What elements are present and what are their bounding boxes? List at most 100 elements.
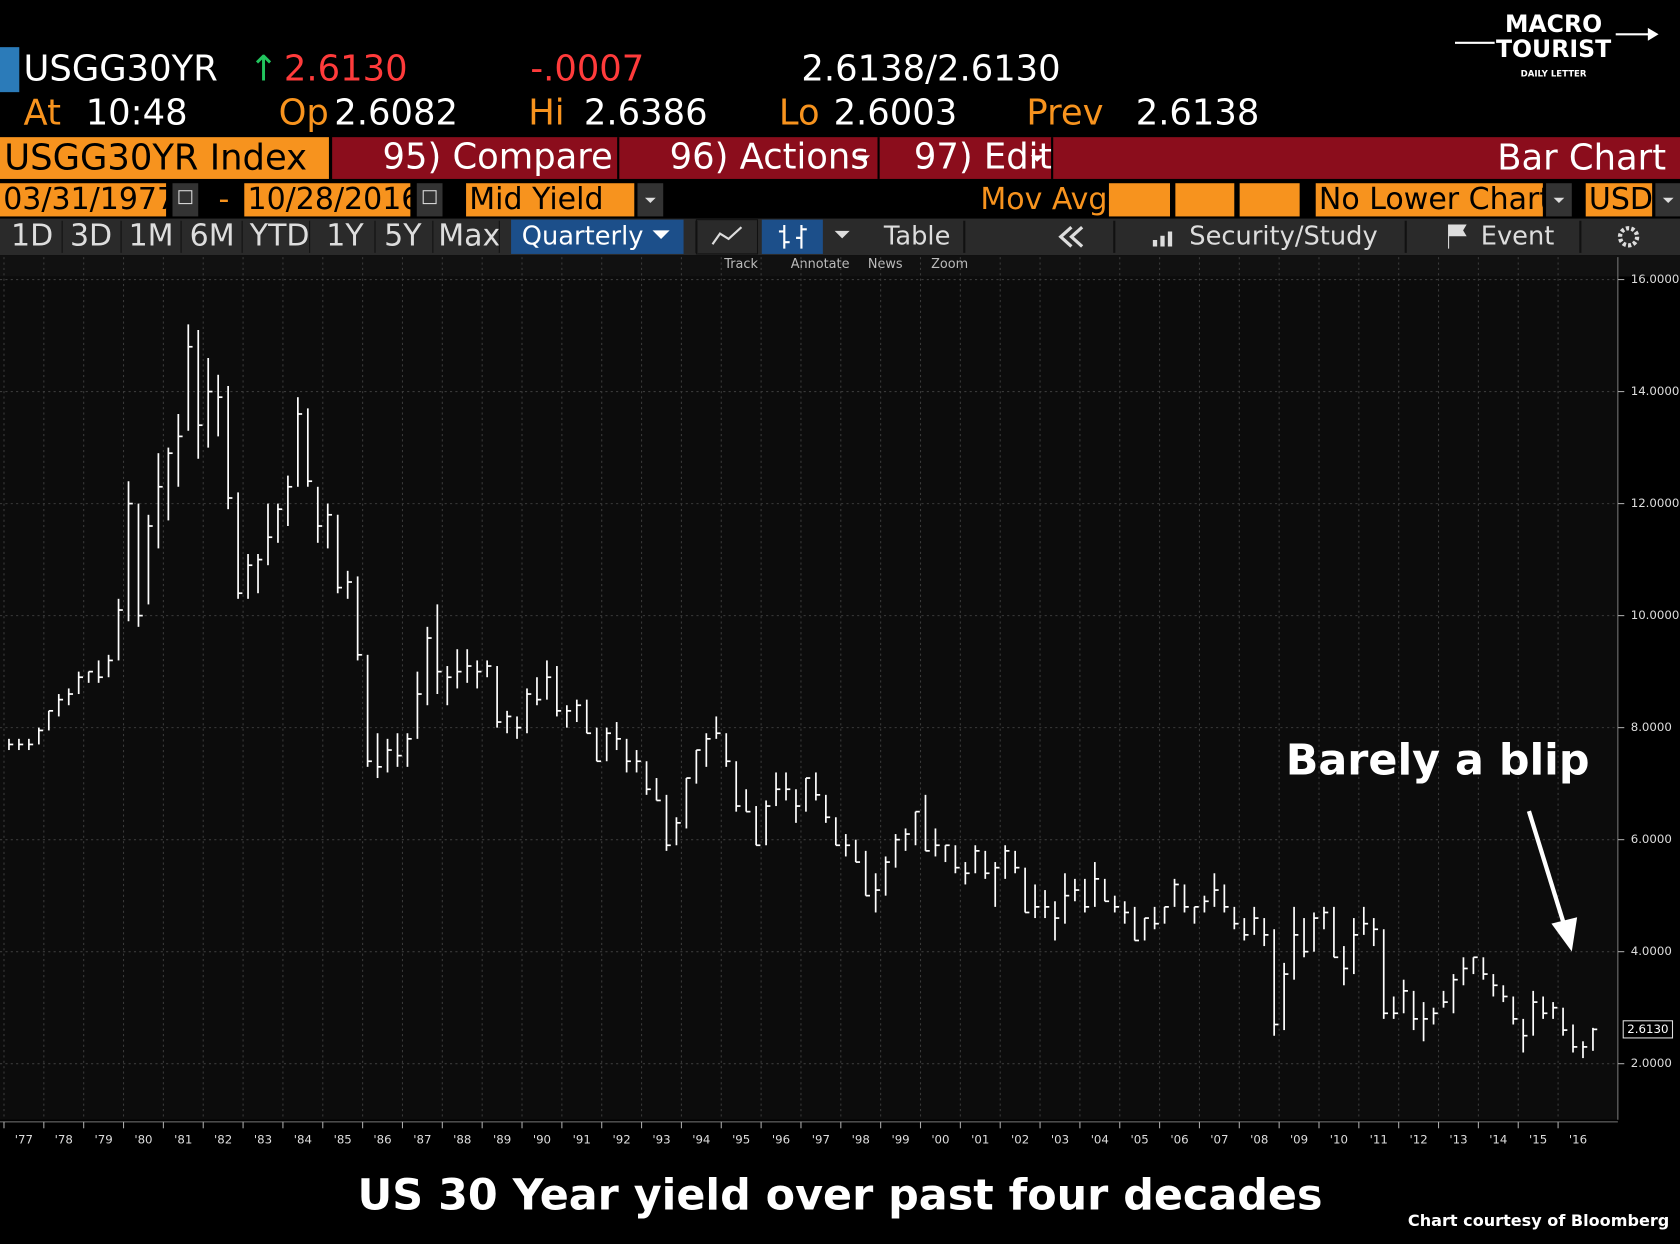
menu-item[interactable]: 95) Compare [383, 137, 613, 178]
field-text: No Lower Chart [1319, 182, 1551, 217]
mov-avg: Mov Avg [980, 182, 1107, 217]
menu-item[interactable]: 97) Edit [914, 137, 1053, 178]
x-tick-label: '89 [493, 1133, 511, 1147]
dropdown-box[interactable] [172, 183, 199, 217]
security-study[interactable]: Security/Study [1189, 221, 1377, 251]
x-axis-band [0, 1119, 1680, 1152]
last-price-label: 2.6130 [1627, 1022, 1668, 1036]
x-tick-label: '83 [254, 1133, 272, 1147]
quote-value: 2.6386 [584, 93, 708, 134]
field-box[interactable] [1585, 183, 1653, 217]
quote-value: 2.6138 [1136, 93, 1260, 134]
logo-line: MACRO [1505, 10, 1602, 38]
settings-icon[interactable] [1617, 226, 1640, 248]
quote-label: At [24, 93, 62, 134]
bar-icon-box[interactable] [761, 219, 823, 254]
tool-button[interactable]: News [868, 257, 903, 272]
x-tick-label: '84 [294, 1133, 312, 1147]
period-button[interactable]: Max [438, 218, 500, 253]
x-tick-label: '85 [334, 1133, 352, 1147]
ticker: USGG30YR [24, 49, 218, 90]
period-button[interactable]: 1D [11, 218, 53, 253]
x-tick-label: '90 [533, 1133, 551, 1147]
table-button[interactable]: Table [883, 221, 950, 251]
dropdown-box[interactable] [416, 183, 443, 217]
chart-title: US 30 Year yield over past four decades [358, 1170, 1323, 1220]
period-button[interactable]: 6M [190, 218, 235, 253]
logo-arrow [1647, 27, 1659, 41]
dropdown-arrow [834, 230, 850, 239]
y-tick-label: 6.0000 [1631, 832, 1672, 846]
view: Bar Chart [1497, 138, 1666, 179]
x-tick-label: '87 [413, 1133, 431, 1147]
x-tick-label: '02 [1011, 1133, 1029, 1147]
logo-line: DAILY LETTER [1521, 69, 1587, 79]
period-button[interactable]: 3D [70, 218, 112, 253]
x-tick-label: '95 [732, 1133, 750, 1147]
security: USGG30YR Index [4, 138, 307, 179]
quote-value: 2.6003 [834, 93, 958, 134]
quote-value: 2.6082 [334, 93, 458, 134]
marker [0, 47, 20, 93]
field-box[interactable] [1315, 183, 1543, 217]
field-box[interactable] [0, 183, 167, 217]
back-icon[interactable] [1058, 225, 1084, 248]
quote-label: Lo [779, 93, 820, 134]
bar-icon [778, 225, 807, 249]
toolbar [0, 218, 1680, 256]
flag-icon [1448, 224, 1467, 249]
dash: - [219, 182, 230, 217]
dropdown-arrow [1662, 197, 1674, 204]
source: Chart courtesy of Bloomberg [1408, 1211, 1669, 1230]
quote-label: Prev [1026, 93, 1103, 134]
tool-button[interactable]: Track [723, 257, 758, 272]
y-tick-label: 12.0000 [1631, 496, 1680, 510]
x-tick-label: '12 [1410, 1133, 1428, 1147]
x-tick-label: '16 [1569, 1133, 1587, 1147]
period-button[interactable]: 5Y [384, 218, 422, 253]
frequency-box[interactable] [511, 219, 684, 254]
x-tick-label: '04 [1091, 1133, 1109, 1147]
field-box[interactable] [244, 183, 411, 217]
x-tick-label: '82 [214, 1133, 232, 1147]
x-tick-label: '09 [1290, 1133, 1308, 1147]
period-button[interactable]: 1Y [326, 218, 364, 253]
y-tick-label: 8.0000 [1631, 720, 1672, 734]
field-text: Mid Yield [469, 182, 603, 217]
field-box [1108, 183, 1170, 217]
dropdown-arrow [1553, 197, 1565, 204]
menu-item[interactable]: 96) Actions [670, 137, 869, 178]
arrow-head [1551, 917, 1578, 952]
plot-area [0, 276, 1618, 1120]
y-tick-label: 4.0000 [1631, 944, 1672, 958]
x-tick-label: '11 [1370, 1133, 1388, 1147]
period-button[interactable]: YTD [249, 218, 310, 253]
quote-value: 10:48 [86, 93, 188, 134]
x-tick-label: '99 [891, 1133, 909, 1147]
arrow-line [1526, 810, 1569, 933]
dropdown-arrow [1030, 155, 1044, 162]
y-tick-label: 10.0000 [1631, 608, 1680, 622]
x-tick-label: '10 [1330, 1133, 1348, 1147]
security-box[interactable] [0, 137, 329, 179]
x-tick-label: '81 [174, 1133, 192, 1147]
field-box[interactable] [466, 183, 635, 217]
subbar [0, 255, 1680, 277]
tool-button[interactable]: Zoom [931, 257, 968, 272]
x-tick-label: '05 [1131, 1133, 1149, 1147]
logo-line: TOURIST [1496, 35, 1611, 63]
x-tick-label: '07 [1210, 1133, 1228, 1147]
calendar-icon [422, 190, 437, 205]
menu-bar [332, 137, 1680, 179]
tool-button[interactable]: Annotate [791, 257, 850, 272]
field-text: 10/28/2016 [248, 182, 421, 217]
x-tick-label: '01 [971, 1133, 989, 1147]
last-price-box [1622, 1020, 1674, 1039]
x-tick-label: '86 [373, 1133, 391, 1147]
event[interactable]: Event [1481, 221, 1555, 251]
x-tick-label: '96 [772, 1133, 790, 1147]
field-box [1239, 183, 1300, 217]
period-button[interactable]: 1M [129, 218, 174, 253]
annotation: Barely a blip [1286, 735, 1590, 785]
